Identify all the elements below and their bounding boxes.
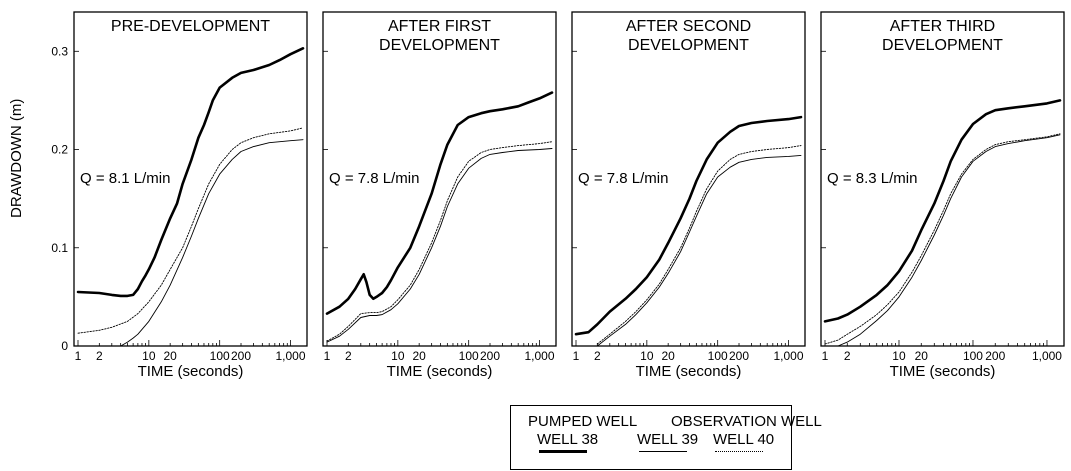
- y-tick-label: 0.3: [51, 44, 68, 58]
- series-well-38-line: [325, 91, 554, 315]
- x-tick-label: 200: [985, 349, 1005, 363]
- series-well-39-line: [326, 141, 553, 342]
- x-tick-label: 100: [459, 349, 479, 363]
- panel-frame-2: [322, 11, 557, 347]
- panel-frame-3: [571, 11, 806, 347]
- x-tick-label: 20: [412, 349, 426, 363]
- flow-rate-annotation-3: Q = 7.8 L/min: [578, 170, 668, 187]
- series-well-40-line: [120, 139, 304, 347]
- series-well-38-line: [76, 46, 305, 298]
- x-tick-label: 1,000: [276, 349, 306, 363]
- x-axis-title-2: TIME (seconds): [387, 363, 493, 380]
- x-tick-label: 1,000: [774, 349, 804, 363]
- x-tick-label: 2: [96, 349, 103, 363]
- x-tick-label: 2: [345, 349, 352, 363]
- panel-title-3: AFTER SECOND: [626, 18, 751, 35]
- x-tick-label: 20: [661, 349, 675, 363]
- y-tick-label: 0: [61, 339, 68, 353]
- x-tick-label: 1: [573, 349, 580, 363]
- legend-label-well-38: WELL 38: [537, 431, 599, 448]
- legend-swatch-well-40: [715, 451, 763, 452]
- x-axis-title-4: TIME (seconds): [890, 363, 996, 380]
- series-well-39-line: [77, 127, 304, 334]
- x-tick-label: 100: [210, 349, 230, 363]
- x-tick-label: 200: [231, 349, 251, 363]
- y-axis-title: DRAWDOWN (m): [8, 98, 25, 218]
- x-tick-label: 1,000: [1032, 349, 1062, 363]
- x-tick-label: 100: [963, 349, 983, 363]
- panel-title-4: DEVELOPMENT: [882, 37, 1003, 54]
- x-tick-label: 10: [640, 349, 654, 363]
- x-tick-label: 1: [324, 349, 331, 363]
- flow-rate-annotation-4: Q = 8.3 L/min: [827, 170, 917, 187]
- x-tick-label: 10: [391, 349, 405, 363]
- x-tick-label: 20: [163, 349, 177, 363]
- panel-title-3: DEVELOPMENT: [628, 37, 749, 54]
- x-tick-label: 20: [915, 349, 929, 363]
- y-tick-label: 0.1: [51, 241, 68, 255]
- panel-frame-4: [820, 11, 1065, 347]
- legend-label-well-39: WELL 39: [637, 431, 699, 448]
- series-well-38-line: [574, 115, 803, 336]
- series-well-39-line: [824, 133, 1061, 345]
- legend-box: PUMPED WELL OBSERVATION WELL WELL 38 WEL…: [510, 405, 822, 470]
- x-tick-label: 100: [708, 349, 728, 363]
- panel-title-2: AFTER FIRST: [388, 18, 491, 35]
- legend-pumped-heading: PUMPED WELL: [528, 413, 638, 430]
- panel-title-2: DEVELOPMENT: [379, 37, 500, 54]
- legend-label-well-40: WELL 40: [713, 431, 775, 448]
- panel-title-1: PRE-DEVELOPMENT: [111, 18, 270, 35]
- x-tick-label: 2: [844, 349, 851, 363]
- x-tick-label: 1,000: [525, 349, 555, 363]
- legend-swatch-well-38: [539, 450, 587, 453]
- x-axis-title-3: TIME (seconds): [636, 363, 742, 380]
- legend-swatch-well-39: [639, 451, 687, 452]
- series-well-40-line: [596, 154, 802, 347]
- x-tick-label: 10: [142, 349, 156, 363]
- x-axis-title-1: TIME (seconds): [138, 363, 244, 380]
- x-tick-label: 2: [594, 349, 601, 363]
- flow-rate-annotation-2: Q = 7.8 L/min: [329, 170, 419, 187]
- panel-frame-1: [73, 11, 308, 347]
- series-well-40-line: [837, 134, 1061, 347]
- legend-observation-heading: OBSERVATION WELL: [671, 413, 822, 430]
- series-well-40-line: [326, 148, 553, 343]
- x-tick-label: 200: [729, 349, 749, 363]
- x-tick-label: 10: [892, 349, 906, 363]
- series-well-38-line: [823, 99, 1062, 323]
- y-tick-label: 0.2: [51, 143, 68, 157]
- flow-rate-annotation-1: Q = 8.1 L/min: [80, 170, 170, 187]
- x-tick-label: 1: [75, 349, 82, 363]
- x-tick-label: 1: [822, 349, 829, 363]
- panel-title-4: AFTER THIRD: [890, 18, 995, 35]
- series-well-39-line: [596, 145, 802, 345]
- x-tick-label: 200: [480, 349, 500, 363]
